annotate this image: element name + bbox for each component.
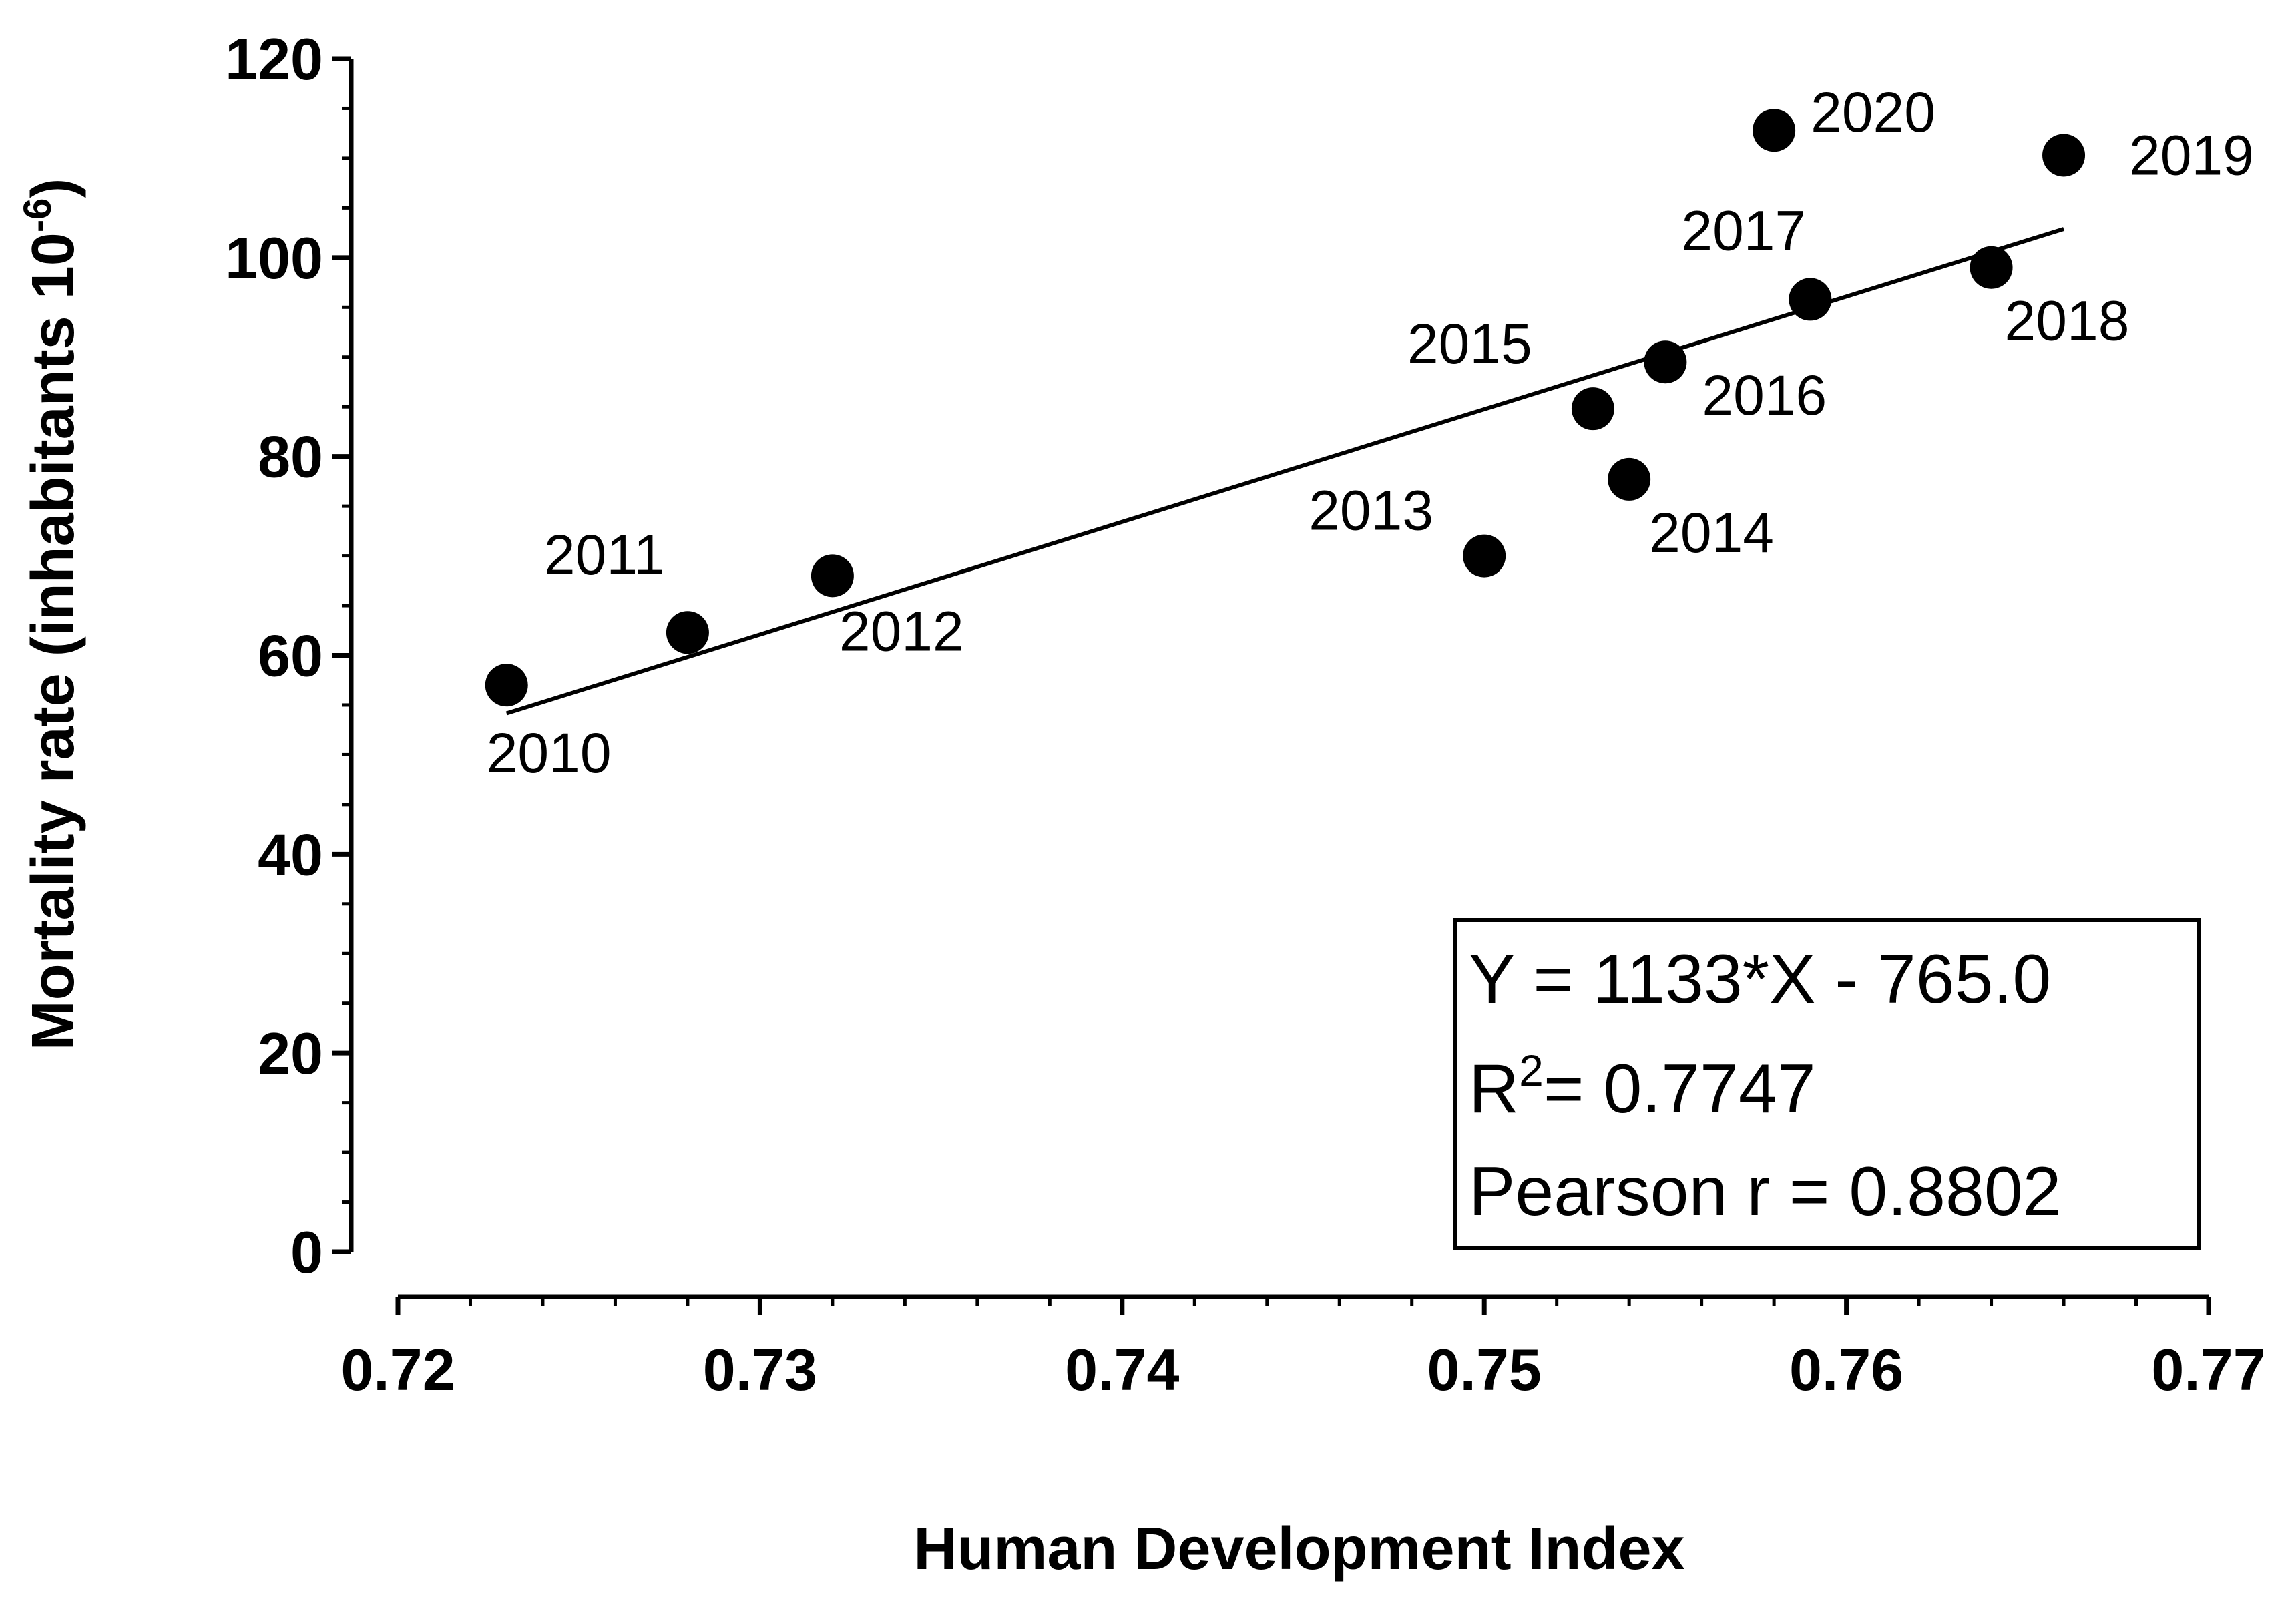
data-point-2018 <box>1970 246 2013 289</box>
r-squared: R2= 0.7747 <box>1469 1046 1816 1128</box>
y-tick-label: 40 <box>258 821 323 887</box>
y-tick-label: 0 <box>290 1219 323 1285</box>
y-tick-label: 100 <box>225 225 323 291</box>
y-tick-label: 20 <box>258 1020 323 1086</box>
point-label-2014: 2014 <box>1649 501 1774 564</box>
point-label-2013: 2013 <box>1309 479 1433 542</box>
y-tick-label: 120 <box>225 26 323 92</box>
point-label-2018: 2018 <box>2005 290 2130 353</box>
point-label-2011: 2011 <box>544 523 665 586</box>
r-squared-exponent: 2 <box>1519 1046 1544 1095</box>
r-squared-prefix: R <box>1469 1050 1519 1128</box>
r-squared-value: = 0.7747 <box>1544 1050 1816 1128</box>
point-label-2019: 2019 <box>2129 124 2254 186</box>
y-tick-label: 80 <box>258 424 323 490</box>
x-tick-label: 0.75 <box>1427 1337 1542 1403</box>
point-label-2016: 2016 <box>1702 364 1827 427</box>
data-point-2010 <box>485 664 528 707</box>
x-tick-label: 0.76 <box>1789 1337 1903 1403</box>
stats-box-border <box>1453 918 2201 1250</box>
y-axis: 0 20 40 60 80 100 120 <box>225 26 354 1285</box>
point-label-2010: 2010 <box>487 722 612 784</box>
point-labels: 2010 2011 2012 2013 2014 2015 2016 2017 2018 2019… <box>487 81 2254 784</box>
y-axis-title-main: Mortality rate (inhabitants 10 <box>20 232 87 1050</box>
x-axis: 0.72 0.73 0.74 0.75 0.76 0.77 <box>340 1294 2266 1403</box>
y-axis-title-end: ) <box>20 178 87 198</box>
data-points <box>485 109 2086 707</box>
data-point-2013 <box>1463 534 1506 578</box>
pearson-r: Pearson r = 0.8802 <box>1469 1153 2062 1230</box>
data-point-2011 <box>666 611 709 654</box>
point-label-2012: 2012 <box>839 600 964 662</box>
data-point-2020 <box>1753 109 1796 152</box>
data-point-2014 <box>1608 457 1651 501</box>
point-label-2015: 2015 <box>1407 312 1532 375</box>
x-tick-label: 0.72 <box>340 1337 455 1403</box>
data-point-2017 <box>1789 278 1832 321</box>
data-point-2016 <box>1644 340 1687 384</box>
stats-box: Y = 1133*X - 765.0 R2= 0.7747 Pearson r … <box>1453 918 2201 1250</box>
data-point-2015 <box>1571 387 1614 431</box>
x-tick-label: 0.73 <box>703 1337 817 1403</box>
regression-equation: Y = 1133*X - 765.0 <box>1469 941 2051 1018</box>
point-label-2020: 2020 <box>1811 81 1935 144</box>
y-axis-title: Mortality rate (inhabitants 10-6) <box>16 178 87 1051</box>
y-tick-label: 60 <box>258 623 323 689</box>
data-point-2019 <box>2042 134 2086 177</box>
y-axis-title-exponent: -6 <box>16 198 59 233</box>
data-point-2012 <box>811 554 854 598</box>
x-axis-title: Human Development Index <box>913 1516 1684 1582</box>
x-tick-label: 0.74 <box>1065 1337 1179 1403</box>
x-tick-label: 0.77 <box>2151 1337 2265 1403</box>
point-label-2017: 2017 <box>1681 199 1806 262</box>
